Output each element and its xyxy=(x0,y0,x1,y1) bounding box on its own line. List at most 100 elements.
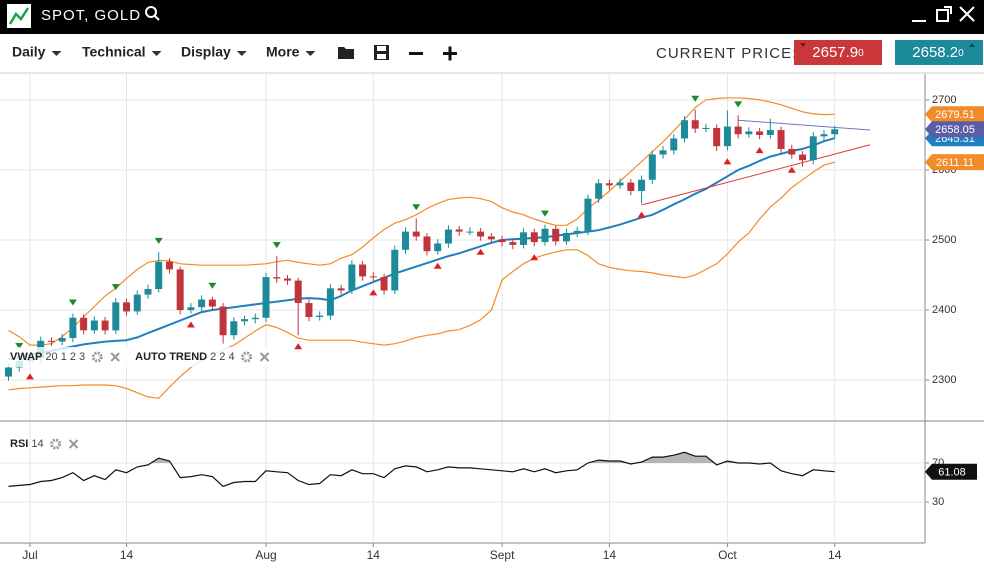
search-icon[interactable] xyxy=(145,6,160,21)
swing-high-marker xyxy=(208,282,217,289)
candle-body xyxy=(187,307,195,311)
swing-low-marker xyxy=(294,343,303,350)
candle-body xyxy=(283,278,291,281)
indicator-name: AUTO TREND xyxy=(135,351,207,363)
symbol: SPOT, GOLD xyxy=(41,7,141,24)
menu-more[interactable]: More xyxy=(266,44,300,60)
candle-body xyxy=(434,243,442,252)
menu-daily[interactable]: Daily xyxy=(12,44,46,60)
logo-line xyxy=(8,7,30,25)
candle-body xyxy=(230,321,238,336)
candle-body xyxy=(466,231,474,233)
zoom-in-icon[interactable] xyxy=(443,46,457,61)
candle-body xyxy=(648,154,656,180)
popout-icon[interactable] xyxy=(936,6,952,22)
candle-body xyxy=(144,289,152,295)
swing-high-marker xyxy=(541,210,549,217)
candle-body xyxy=(530,232,538,243)
swing-high-marker xyxy=(734,101,743,108)
swing-low-marker xyxy=(530,254,539,261)
settings-icon[interactable] xyxy=(50,438,62,450)
remove-icon[interactable] xyxy=(68,439,79,449)
menu-display[interactable]: Display xyxy=(181,44,231,60)
indicator-line xyxy=(8,161,835,399)
candle-body xyxy=(380,277,388,291)
last-value-tag xyxy=(925,106,984,123)
candle-body xyxy=(444,229,452,244)
swing-low-marker xyxy=(787,166,796,173)
candle-body xyxy=(455,229,463,232)
y-tick-label: 2400 xyxy=(932,304,956,316)
close-icon[interactable] xyxy=(959,6,975,22)
candle-body xyxy=(788,148,796,155)
bid-main: 2657.9 xyxy=(812,44,858,61)
candle-body xyxy=(412,231,420,237)
swing-low-marker xyxy=(637,211,646,218)
candle-body xyxy=(47,340,55,342)
ask-pip: 0 xyxy=(958,48,964,59)
candle-body xyxy=(58,338,66,342)
settings-icon[interactable] xyxy=(91,351,103,363)
menu-technical[interactable]: Technical xyxy=(82,44,146,60)
menu-caret xyxy=(151,51,162,56)
open-icon[interactable] xyxy=(338,47,354,59)
menu-caret xyxy=(51,51,62,56)
remove-icon[interactable] xyxy=(110,352,120,362)
bid-box[interactable] xyxy=(794,40,882,65)
candle-body xyxy=(337,288,345,291)
swing-high-marker xyxy=(412,204,421,211)
last-value-tag xyxy=(925,121,984,138)
ask-box[interactable] xyxy=(895,40,983,65)
swing-high-marker xyxy=(154,237,163,244)
candle-body xyxy=(101,320,109,331)
swing-high-marker xyxy=(15,342,24,349)
y-tick-label: 2300 xyxy=(932,374,956,386)
candle-body xyxy=(573,230,581,233)
candle-body xyxy=(520,232,528,245)
swing-low-marker xyxy=(369,289,378,296)
save-icon[interactable] xyxy=(374,45,389,60)
candle-body xyxy=(123,302,131,312)
candle-body xyxy=(176,269,184,311)
menu-caret xyxy=(305,51,316,56)
candle-body xyxy=(80,317,88,331)
settings-icon[interactable] xyxy=(241,351,253,363)
candle-body xyxy=(305,303,313,318)
candle-body xyxy=(777,130,785,149)
candle-body xyxy=(198,299,206,308)
candle-body xyxy=(112,302,120,331)
candle-body xyxy=(208,299,216,307)
rsi-params: 14 xyxy=(31,438,43,450)
candle-body xyxy=(638,179,646,191)
swing-low-marker xyxy=(755,147,764,154)
zoom-out-icon[interactable] xyxy=(409,52,423,55)
legend-background xyxy=(0,347,275,367)
candle-body xyxy=(670,138,678,151)
candle-body xyxy=(294,280,302,304)
x-tick-label: Aug xyxy=(255,548,276,562)
x-tick-label: 14 xyxy=(603,548,617,562)
candle-body xyxy=(402,231,410,250)
x-stroke xyxy=(259,352,270,362)
rsi-title: RSI xyxy=(10,438,28,450)
candle-body xyxy=(273,277,281,279)
candle-body xyxy=(69,317,77,339)
trend-line xyxy=(738,119,871,131)
swing-low-marker xyxy=(433,262,442,269)
candle-body xyxy=(831,129,839,135)
indicator-params: 20 1 2 3 xyxy=(45,351,85,363)
remove-icon[interactable] xyxy=(259,352,270,362)
candle-body xyxy=(509,242,517,245)
bid-price: 2657.90 xyxy=(812,44,864,61)
candle-body xyxy=(369,276,377,278)
candle-body xyxy=(552,228,560,242)
candle-body xyxy=(241,319,249,322)
candle-body xyxy=(691,120,699,129)
swing-low-marker xyxy=(186,321,195,328)
bid-arrow xyxy=(800,43,806,47)
candle-body xyxy=(326,288,334,316)
y-tick-label: 2500 xyxy=(932,234,956,246)
candle-body xyxy=(219,306,227,336)
candle-body xyxy=(165,261,173,270)
last-value-label: 2611.11 xyxy=(936,157,974,169)
